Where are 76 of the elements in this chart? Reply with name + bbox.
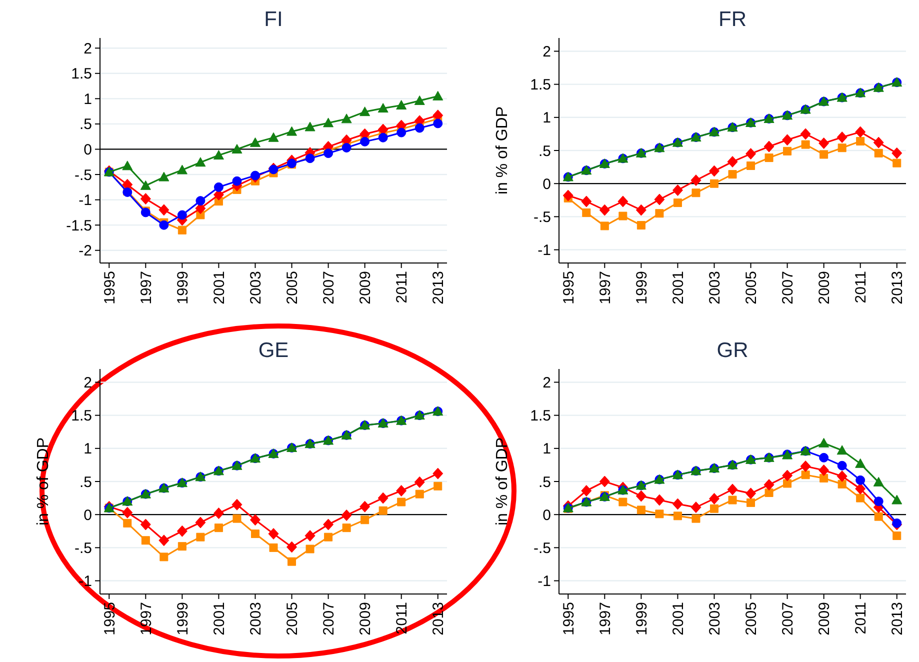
y-tick-label: 0 (542, 506, 551, 524)
x-tick-label: 2001 (670, 602, 687, 636)
x-tick-label: 1997 (596, 602, 614, 636)
y-tick-label: -1 (538, 242, 551, 260)
x-tick-label: 1995 (560, 602, 578, 636)
x-tick-label: 2001 (210, 602, 228, 636)
x-tick-label: 2005 (743, 602, 760, 636)
x-tick-label: 2007 (780, 602, 797, 636)
y-tick-label: 1.5 (530, 76, 551, 94)
y-tick-label: 0 (542, 176, 551, 193)
x-tick-label: 2007 (320, 602, 338, 636)
x-tick-label: 2003 (706, 271, 724, 304)
x-tick-label: 1999 (174, 602, 192, 636)
y-axis-title: in % of GDP (494, 437, 511, 526)
y-axis-title: in % of GDP (494, 106, 511, 195)
y-tick-label: 2 (84, 40, 92, 58)
x-tick-label: 2009 (357, 602, 374, 636)
y-tick-label: 1.5 (71, 408, 92, 425)
y-tick-label: .5 (538, 474, 551, 491)
x-tick-label: 2003 (247, 602, 264, 636)
x-tick-label: 2009 (816, 271, 834, 304)
y-tick-label: 1 (84, 90, 92, 108)
y-tick-label: 1.5 (71, 66, 92, 83)
y-tick-label: -1.5 (66, 217, 92, 234)
x-tick-label: 2011 (394, 602, 411, 634)
y-tick-label: 2 (542, 43, 551, 60)
y-tick-label: .5 (79, 474, 92, 491)
y-tick-label: .5 (538, 142, 551, 160)
x-tick-label: 2013 (430, 602, 448, 636)
y-tick-label: 1 (542, 110, 551, 127)
y-tick-label: 1 (84, 440, 92, 458)
y-tick-label: 1.5 (530, 408, 551, 425)
x-tick-label: 2013 (430, 271, 448, 304)
x-tick-label: 1997 (596, 271, 614, 304)
x-tick-label: 1997 (138, 602, 155, 636)
x-tick-label: 2005 (284, 271, 302, 304)
y-tick-label: 1 (542, 440, 551, 458)
y-tick-label: 0 (84, 506, 92, 524)
y-tick-label: -1 (78, 192, 92, 210)
chart-title: FI (264, 8, 283, 31)
chart-title: GR (716, 339, 748, 362)
x-tick-label: 2001 (210, 271, 228, 304)
x-tick-label: 1997 (138, 271, 155, 304)
chart-title: GE (258, 339, 289, 362)
chart-title: FR (718, 8, 746, 31)
y-tick-label: -.5 (74, 166, 92, 184)
x-tick-label: 2003 (706, 602, 724, 636)
y-tick-label: -.5 (533, 540, 551, 557)
x-tick-label: 2007 (780, 271, 797, 304)
x-tick-label: 2001 (670, 271, 687, 304)
y-tick-label: 0 (84, 141, 92, 158)
x-tick-label: 2011 (852, 602, 870, 634)
y-tick-label: -.5 (533, 208, 551, 226)
x-tick-label: 1999 (633, 271, 650, 304)
x-tick-label: 2009 (816, 602, 834, 636)
y-tick-label: -2 (78, 242, 92, 260)
y-tick-label: 2 (84, 374, 92, 392)
x-tick-label: 2009 (357, 271, 374, 304)
x-tick-label: 1995 (560, 271, 578, 304)
y-tick-label: .5 (79, 116, 92, 134)
y-tick-label: -1 (538, 573, 551, 590)
x-tick-label: 2005 (743, 271, 760, 304)
x-tick-label: 2013 (889, 602, 906, 636)
x-tick-label: 2003 (247, 271, 264, 304)
x-tick-label: 2013 (889, 271, 906, 304)
x-tick-label: 1995 (101, 271, 118, 304)
x-tick-label: 1999 (633, 602, 650, 636)
y-tick-label: -.5 (74, 540, 92, 557)
x-tick-label: 2011 (394, 271, 411, 304)
x-tick-label: 2011 (852, 271, 870, 304)
x-tick-label: 1999 (174, 271, 192, 304)
y-axis-title: in % of GDP (35, 437, 52, 526)
x-tick-label: 2007 (320, 271, 338, 304)
x-tick-label: 2005 (284, 602, 302, 636)
y-tick-label: 2 (542, 374, 551, 392)
x-tick-label: 1995 (101, 602, 118, 636)
